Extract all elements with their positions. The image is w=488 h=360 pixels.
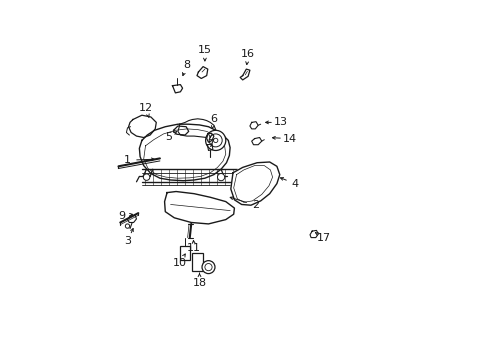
Polygon shape	[230, 162, 279, 205]
Circle shape	[209, 134, 222, 147]
Circle shape	[217, 174, 224, 181]
Circle shape	[205, 130, 225, 150]
Text: 4: 4	[291, 179, 298, 189]
Bar	[192, 253, 203, 271]
Text: 9: 9	[118, 211, 125, 221]
Polygon shape	[206, 133, 213, 142]
Text: 11: 11	[187, 243, 201, 253]
Circle shape	[143, 174, 149, 180]
Circle shape	[204, 264, 212, 271]
Text: 16: 16	[241, 49, 255, 59]
Text: 8: 8	[183, 60, 190, 70]
Text: 5: 5	[165, 132, 172, 142]
Polygon shape	[128, 115, 156, 138]
Text: 7: 7	[206, 139, 213, 149]
Polygon shape	[173, 126, 188, 135]
Polygon shape	[197, 67, 207, 78]
Text: 3: 3	[124, 236, 131, 246]
Bar	[180, 246, 190, 260]
Text: 18: 18	[192, 278, 206, 288]
Text: 2: 2	[251, 200, 258, 210]
Text: 1: 1	[124, 155, 131, 165]
Polygon shape	[251, 138, 261, 145]
Polygon shape	[164, 192, 234, 224]
Polygon shape	[240, 69, 249, 80]
Text: 12: 12	[138, 103, 152, 113]
Polygon shape	[172, 85, 182, 93]
Text: 15: 15	[198, 45, 211, 55]
Polygon shape	[127, 215, 136, 222]
Polygon shape	[207, 144, 212, 150]
Polygon shape	[309, 230, 318, 238]
Polygon shape	[178, 119, 215, 138]
Text: 6: 6	[210, 114, 217, 124]
Circle shape	[213, 138, 218, 143]
Text: 13: 13	[273, 117, 287, 127]
Text: 10: 10	[172, 258, 186, 268]
Circle shape	[125, 224, 129, 228]
Circle shape	[202, 261, 215, 274]
Text: 14: 14	[282, 134, 296, 144]
Polygon shape	[249, 122, 258, 129]
Polygon shape	[139, 124, 230, 181]
Text: 17: 17	[316, 233, 330, 243]
